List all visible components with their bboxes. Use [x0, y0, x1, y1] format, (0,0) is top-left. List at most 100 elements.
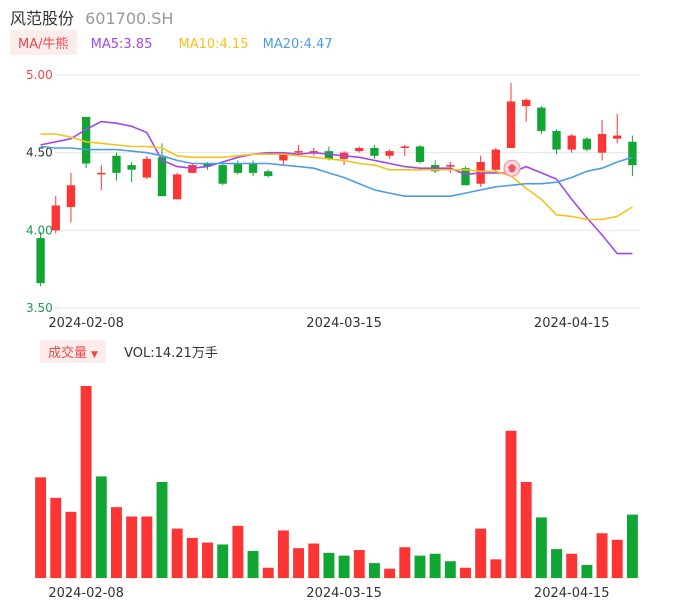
- candle: [51, 196, 60, 234]
- volume-bar: [171, 528, 183, 578]
- candle-body: [248, 163, 258, 173]
- volume-bar: [611, 539, 623, 578]
- candle-body: [491, 149, 501, 170]
- ma20-label: MA20:4.47: [262, 37, 333, 52]
- volume-bar: [35, 477, 47, 578]
- volume-bar: [50, 497, 62, 578]
- volume-bar: [490, 559, 502, 578]
- volume-tab-label: 成交量: [48, 346, 88, 361]
- volume-bar: [535, 517, 547, 578]
- volume-bar: [338, 555, 350, 578]
- volume-bar: [186, 537, 198, 578]
- candle: [127, 161, 136, 183]
- candle-body: [264, 171, 273, 176]
- volume-bar: [323, 552, 335, 578]
- candle-body: [552, 130, 561, 150]
- candle: [142, 155, 151, 180]
- candle: [218, 163, 227, 186]
- volume-bar: [232, 525, 244, 578]
- stock-code: 601700.SH: [85, 9, 174, 28]
- candle-body: [142, 158, 151, 178]
- ma-line-ma20: [40, 145, 633, 197]
- candle: [552, 129, 561, 155]
- date-label: 2024-04-15: [534, 586, 610, 601]
- candle: [339, 151, 349, 166]
- candle-body: [355, 148, 364, 152]
- candle-body: [279, 152, 288, 161]
- price-tick-label: 3.50: [26, 301, 53, 315]
- volume-bar: [80, 386, 92, 578]
- candle: [430, 160, 440, 173]
- volume-legend: 成交量 ▼ VOL:14.21万手: [40, 340, 218, 363]
- price-axis: 5.00 4.50 4.00 3.50: [26, 68, 53, 315]
- candle-body: [112, 155, 121, 173]
- date-label: 2024-02-08: [48, 316, 124, 331]
- volume-value: VOL:14.21万手: [124, 346, 218, 361]
- bull-icon-glyph: [508, 164, 517, 173]
- candlestick-series: [36, 82, 637, 287]
- candle: [597, 120, 607, 161]
- volume-bar: [596, 533, 608, 578]
- candle: [582, 137, 592, 152]
- price-tick-label: 4.50: [26, 146, 53, 160]
- volume-bar: [65, 511, 77, 578]
- volume-tab[interactable]: 成交量 ▼: [40, 340, 106, 363]
- volume-bar: [581, 564, 593, 578]
- candle: [36, 231, 45, 287]
- candle-body: [36, 238, 45, 284]
- candle: [370, 144, 379, 159]
- candle: [294, 144, 303, 155]
- volume-bar: [460, 567, 471, 578]
- date-label: 2024-03-15: [306, 586, 382, 601]
- candle-body: [537, 107, 546, 131]
- candle-body: [51, 205, 60, 231]
- price-tick-label: 5.00: [26, 68, 53, 82]
- volume-bar: [384, 568, 396, 578]
- date-label: 2024-04-15: [534, 316, 610, 331]
- volume-bar: [110, 507, 122, 578]
- candle-body: [294, 151, 303, 153]
- volume-date-axis: 2024-02-08 2024-03-15 2024-04-15: [48, 586, 609, 601]
- price-date-axis: 2024-02-08 2024-03-15 2024-04-15: [48, 316, 609, 331]
- volume-bar: [247, 550, 259, 578]
- candle-body: [597, 134, 607, 153]
- candle: [172, 172, 182, 200]
- volume-bar: [126, 516, 138, 578]
- candle: [355, 146, 364, 153]
- ma-tab[interactable]: MA/牛熊: [10, 30, 77, 55]
- candle: [567, 134, 576, 153]
- stock-header: 风范股份 601700.SH: [10, 5, 174, 28]
- volume-bar: [95, 476, 107, 578]
- volume-bar: [399, 547, 411, 578]
- candle-body: [66, 185, 76, 208]
- candle: [400, 144, 409, 156]
- candle: [309, 148, 318, 156]
- candle-body: [233, 163, 243, 173]
- ma5-label: MA5:3.85: [90, 37, 153, 52]
- volume-bar: [444, 561, 456, 578]
- candle: [233, 160, 243, 175]
- ma-line-ma10: [40, 133, 633, 221]
- candle-body: [415, 146, 425, 162]
- candle-body: [613, 135, 622, 139]
- candle-body: [309, 151, 318, 153]
- ma-lines: [40, 120, 633, 255]
- volume-bar: [414, 555, 426, 578]
- ma10-label: MA10:4.15: [178, 37, 249, 52]
- volume-bar: [156, 482, 168, 578]
- candle-body: [218, 165, 227, 184]
- candle: [97, 165, 106, 190]
- volume-bar: [368, 563, 380, 578]
- candle-body: [506, 101, 516, 149]
- volume-bar: [475, 528, 487, 578]
- candle: [157, 143, 167, 197]
- candle: [628, 135, 637, 176]
- candle: [537, 106, 546, 135]
- ma-line-ma5: [40, 120, 633, 255]
- candle-body: [461, 168, 470, 186]
- date-label: 2024-03-15: [306, 316, 382, 331]
- candle-body: [522, 99, 531, 107]
- candle-body: [446, 165, 455, 167]
- candle: [613, 113, 622, 144]
